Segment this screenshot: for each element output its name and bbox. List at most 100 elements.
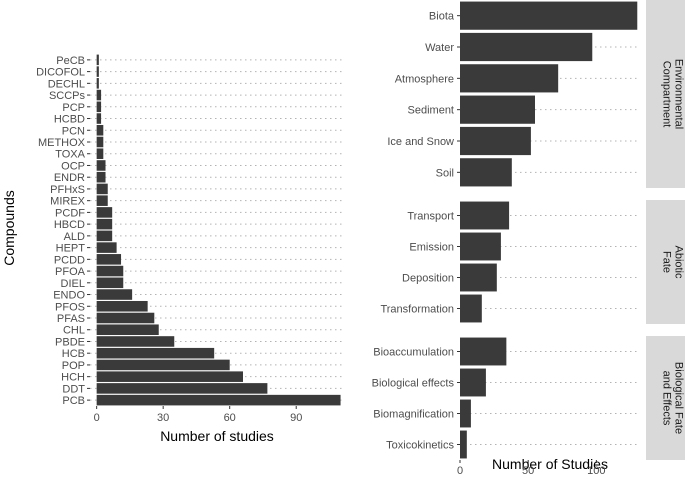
left-y-tick-label: HBCD	[54, 219, 85, 231]
left-y-tick-label: HCH	[61, 372, 85, 384]
left-y-tick-label: PCB	[62, 395, 85, 407]
bar-emission	[460, 232, 501, 261]
bar-biota	[460, 1, 638, 30]
facet-strip-label: AbioticFate	[661, 245, 685, 279]
bar-soil	[460, 158, 512, 187]
bar-pecb	[96, 54, 99, 66]
facet-strip-label: EnvironmentalCompartment	[661, 59, 685, 129]
left-y-tick-label: CHL	[63, 325, 85, 337]
right-y-tick-label: Bioaccumulation	[373, 347, 454, 359]
left-y-tick-label: HEPT	[56, 243, 86, 255]
left-y-tick-label: ENDO	[53, 290, 85, 302]
left-y-tick-label: OCP	[61, 160, 85, 172]
bar-transformation	[460, 294, 482, 323]
left-y-tick-label: PFAS	[57, 313, 85, 325]
bar-ocp	[96, 160, 106, 171]
bar-toxa	[96, 148, 104, 160]
bar-hbcd	[96, 218, 113, 230]
left-x-axis-title: Number of studies	[160, 428, 274, 444]
bar-biomagnification	[460, 399, 471, 428]
bar-sccps	[96, 89, 102, 101]
left-y-axis-title: Compounds	[1, 190, 17, 266]
left-y-tick-label: PeCB	[56, 55, 85, 67]
left-y-tick-label: PCN	[62, 125, 85, 137]
bar-pcdf	[96, 207, 113, 218]
bar-hcbd	[96, 113, 102, 124]
bar-dechl	[96, 78, 99, 89]
bar-pcdd	[96, 254, 122, 265]
right-y-tick-label: Biological effects	[372, 378, 455, 390]
right-y-tick-label: Toxicokinetics	[386, 440, 454, 452]
bar-ddt	[96, 383, 268, 394]
right-y-tick-label: Transport	[407, 211, 454, 223]
facet-strip-label: Biological Fateand Effects	[661, 362, 685, 434]
left-y-tick-label: ENDR	[54, 172, 85, 184]
bar-atmosphere	[460, 64, 559, 93]
left-y-tick-label: POP	[62, 360, 85, 372]
facet-strip	[646, 0, 685, 188]
left-x-tick-label: 30	[157, 412, 169, 424]
left-y-tick-label: ALD	[64, 231, 85, 243]
bar-pcn	[96, 124, 104, 136]
bar-biological-effects	[460, 368, 486, 397]
right-y-tick-label: Biota	[429, 11, 455, 23]
left-x-tick-label: 0	[94, 412, 100, 424]
facet-strip	[646, 200, 685, 324]
right-y-tick-label: Water	[425, 42, 454, 54]
right-x-axis-title: Number of Studies	[492, 456, 608, 472]
left-y-tick-label: DECHL	[48, 78, 85, 90]
left-y-tick-label: DDT	[62, 383, 85, 395]
bar-pfhxs	[96, 183, 108, 195]
left-y-tick-label: PCDD	[54, 254, 85, 266]
left-y-tick-label: HCBD	[54, 114, 85, 126]
left-y-tick-label: PCDF	[55, 207, 85, 219]
compounds-bar-chart: Number of studies Compounds PeCBDICOFOLD…	[1, 54, 345, 444]
right-y-tick-label: Deposition	[402, 273, 454, 285]
left-y-tick-label: DICOFOL	[36, 67, 85, 79]
left-y-tick-label: PFHxS	[50, 184, 85, 196]
left-y-tick-label: PFOS	[55, 301, 85, 313]
right-y-tick-label: Ice and Snow	[387, 136, 454, 148]
bar-pfas	[96, 312, 155, 324]
bar-pfoa	[96, 265, 124, 277]
bar-mirex	[96, 195, 108, 206]
facet-strip	[646, 336, 685, 460]
bar-methox	[96, 136, 104, 148]
right-y-tick-label: Atmosphere	[395, 73, 454, 85]
bar-endr	[96, 171, 106, 183]
right-x-tick-label: 100	[587, 465, 605, 477]
left-y-tick-label: PFOA	[55, 266, 86, 278]
left-x-tick-label: 90	[290, 412, 302, 424]
right-x-tick-label: 50	[522, 465, 534, 477]
bar-pcb	[96, 394, 341, 406]
bar-pcp	[96, 101, 102, 113]
right-y-tick-label: Sediment	[408, 105, 454, 117]
bar-toxicokinetics	[460, 430, 467, 459]
bar-pop	[96, 359, 230, 371]
bar-hch	[96, 371, 243, 382]
right-y-tick-label: Transformation	[380, 304, 454, 316]
bar-chl	[96, 324, 159, 336]
bar-sediment	[460, 95, 535, 124]
bar-bioaccumulation	[460, 337, 507, 366]
bar-pbde	[96, 336, 175, 347]
bar-dicofol	[96, 66, 99, 77]
bar-water	[460, 32, 593, 62]
right-y-tick-label: Biomagnification	[373, 409, 454, 421]
bar-ice-and-snow	[460, 126, 531, 156]
right-y-tick-label: Emission	[409, 242, 454, 254]
left-y-tick-label: PBDE	[55, 336, 85, 348]
left-y-tick-label: PCP	[62, 102, 85, 114]
left-y-tick-label: SCCPs	[49, 90, 86, 102]
bar-deposition	[460, 263, 497, 292]
left-y-tick-label: METHOX	[38, 137, 86, 149]
bar-hept	[96, 242, 117, 253]
right-y-tick-label: Soil	[436, 167, 454, 179]
left-y-tick-label: MIREX	[50, 196, 86, 208]
right-x-tick-label: 0	[457, 465, 463, 477]
left-x-tick-label: 60	[224, 412, 236, 424]
bar-hcb	[96, 347, 215, 359]
left-y-tick-label: TOXA	[55, 149, 85, 161]
left-y-tick-label: HCB	[62, 348, 85, 360]
